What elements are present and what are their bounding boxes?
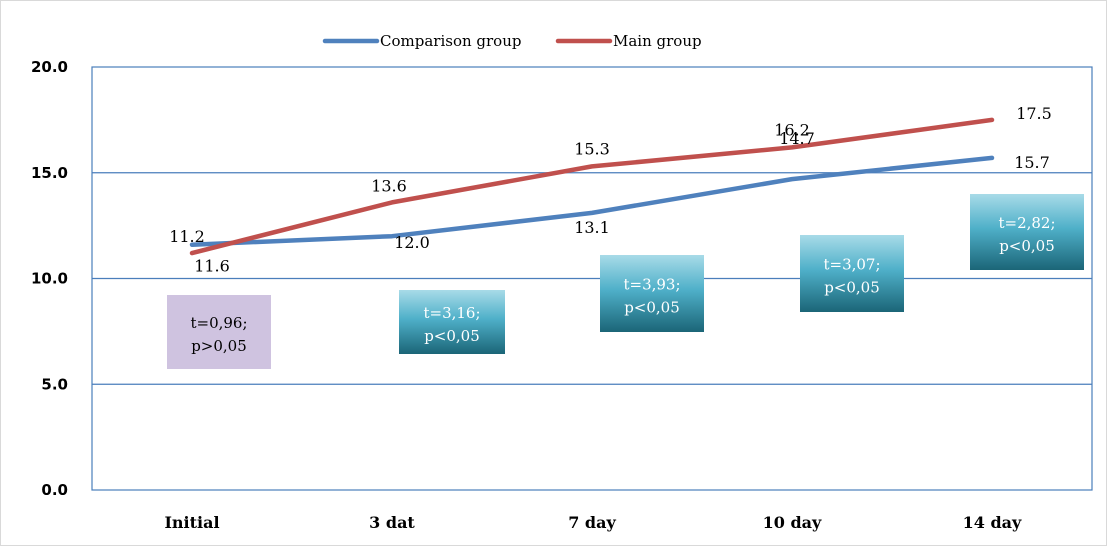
data-label: 12.0 [394, 233, 430, 252]
stat-box-p-value: p<0,05 [624, 299, 680, 317]
stat-box-background [399, 290, 505, 354]
stat-box-t-value: t=3,93; [623, 276, 680, 294]
data-label: 13.1 [574, 218, 610, 237]
y-tick-label: 10.0 [31, 270, 68, 288]
stat-box: t=3,93; p<0,05 [600, 255, 704, 332]
legend-item: Comparison group [322, 32, 521, 50]
grid [92, 172, 1092, 385]
data-label: 14.7 [779, 129, 815, 148]
stat-box-t-value: t=3,07; [823, 256, 880, 274]
legend-label: Comparison group [380, 32, 521, 50]
data-label: 11.6 [194, 257, 230, 276]
x-tick-label: 10 day [763, 513, 822, 532]
data-label: 11.2 [169, 227, 205, 246]
y-tick-label: 15.0 [31, 164, 68, 182]
stat-box-p-value: p<0,05 [824, 279, 880, 297]
data-label: 15.7 [1014, 153, 1050, 172]
data-label: 15.3 [574, 139, 610, 158]
stat-box-t-value: t=2,82; [998, 214, 1055, 232]
stat-box: t=3,07; p<0,05 [800, 235, 904, 312]
y-tick-label: 20.0 [31, 58, 68, 76]
y-axis-ticks: 0.0 5.0 10.0 15.0 20.0 [31, 58, 68, 499]
stat-box-background [970, 194, 1084, 270]
stat-box: t=0,96; p>0,05 [167, 295, 271, 369]
stat-box-t-value: t=3,16; [423, 304, 480, 322]
x-tick-label: 14 day [963, 513, 1022, 532]
stat-box-p-value: p<0,05 [999, 237, 1055, 255]
stat-box-background [167, 295, 271, 369]
series-lines [189, 117, 995, 256]
stat-box: t=2,82; p<0,05 [970, 194, 1084, 270]
stat-box-t-value: t=0,96; [190, 314, 247, 332]
legend: Comparison group Main group [322, 32, 702, 50]
x-tick-label: 3 dat [369, 513, 415, 532]
data-label: 17.5 [1016, 104, 1052, 123]
y-tick-label: 5.0 [41, 375, 68, 393]
data-labels: 11.6 12.0 13.1 14.7 15.7 11.2 13.6 15.3 16.2 17.5 [169, 104, 1052, 276]
series-line-main-group [189, 117, 995, 256]
data-label: 16.2 [774, 120, 810, 139]
stat-box-background [600, 255, 704, 332]
legend-item: Main group [555, 32, 702, 50]
plot-area-frame [91, 66, 1093, 491]
annotation-boxes: t=0,96;p>0,05t=3,16;p<0,05t=3,93;p<0,05t… [167, 194, 1084, 369]
stat-box-background [800, 235, 904, 312]
stat-box: t=3,16; p<0,05 [399, 290, 505, 354]
x-axis-ticks: Initial 3 dat 7 day 10 day 14 day [164, 513, 1022, 532]
x-tick-label: 7 day [568, 513, 616, 532]
legend-label: Main group [613, 32, 702, 50]
y-tick-label: 0.0 [41, 481, 68, 499]
x-tick-label: Initial [164, 513, 219, 532]
stat-box-p-value: p<0,05 [424, 327, 480, 345]
data-label: 13.6 [371, 176, 407, 195]
series-line-comparison-group [189, 155, 995, 247]
stat-box-p-value: p>0,05 [191, 337, 247, 355]
